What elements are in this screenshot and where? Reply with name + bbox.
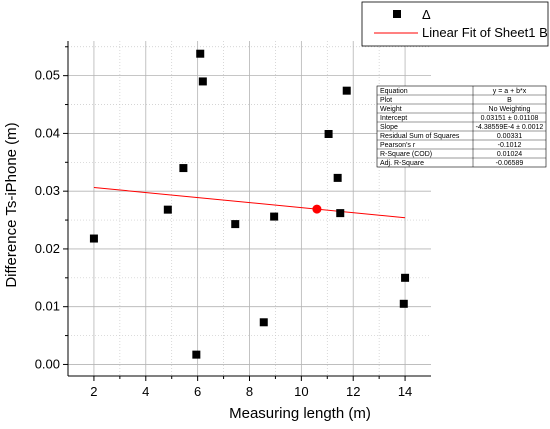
x-tick-label: 14 — [398, 384, 412, 399]
stats-label: Adj. R-Square — [380, 160, 424, 167]
stats-value: 0.03151 ± 0.01108 — [481, 115, 539, 122]
data-point — [192, 350, 201, 359]
y-tick-label: 0.04 — [35, 125, 60, 140]
y-tick-label: 0.01 — [35, 299, 60, 314]
axes: 2 4 6 8 10 12 14 0.00 0.01 0.02 0.03 0.04 0.05 — [35, 41, 431, 399]
grid-lines — [68, 41, 431, 376]
stats-label: Pearson's r — [380, 142, 416, 149]
stats-label: Weight — [380, 106, 402, 113]
x-tick-label: 2 — [90, 384, 97, 399]
y-tick-label: 0.02 — [35, 241, 60, 256]
y-tick-label: 0.03 — [35, 183, 60, 198]
data-point — [163, 205, 172, 214]
data-point — [399, 299, 408, 308]
data-point — [342, 86, 351, 95]
legend: Δ Linear Fit of Sheet1 B — [361, 1, 549, 47]
y-tick-label: 0.05 — [35, 68, 60, 83]
data-point — [259, 318, 268, 327]
stats-value: B — [507, 97, 512, 104]
stats-value: 0.00331 — [497, 133, 522, 140]
data-point — [333, 173, 342, 182]
data-point — [196, 49, 205, 58]
data-point — [231, 220, 240, 229]
stats-value: y = a + b*x — [493, 88, 527, 95]
x-tick-label: 4 — [142, 384, 149, 399]
chart-marks — [89, 49, 410, 359]
data-point — [401, 273, 410, 282]
data-point — [179, 164, 188, 173]
stats-value: -0.1012 — [498, 142, 522, 149]
legend-label-delta: Δ — [422, 7, 431, 22]
highlight-point — [312, 204, 322, 214]
stats-value: -4.38559E-4 ± 0.0012 — [476, 124, 544, 131]
stats-table-border — [376, 85, 547, 168]
data-point — [324, 129, 333, 138]
legend-square-marker — [393, 10, 401, 18]
stats-label: R-Square (COD) — [380, 151, 432, 158]
x-tick-label: 8 — [246, 384, 253, 399]
stats-label: Slope — [380, 124, 398, 131]
x-tick-label: 10 — [294, 384, 308, 399]
stats-value: No Weighting — [489, 106, 531, 113]
data-point — [89, 234, 98, 243]
stats-value: -0.06589 — [496, 160, 524, 167]
stats-label: Residual Sum of Squares — [380, 133, 460, 140]
data-point — [270, 212, 279, 221]
fit-statistics-table: Equation y = a + b*x Plot B Weight No Weighti… — [376, 85, 547, 168]
stats-label: Plot — [380, 97, 392, 104]
legend-label-linear-fit: Linear Fit of Sheet1 B — [422, 25, 548, 40]
y-tick-label: 0.00 — [35, 356, 60, 371]
y-axis-title: Difference Ts-iPhone (m) — [3, 122, 20, 287]
stats-label: Equation — [380, 88, 408, 95]
legend-box — [361, 1, 549, 47]
x-tick-label: 6 — [194, 384, 201, 399]
data-point — [198, 77, 207, 86]
x-tick-label: 12 — [346, 384, 360, 399]
stats-value: 0.01024 — [497, 151, 522, 158]
stats-label: Intercept — [380, 115, 407, 122]
x-axis-title: Measuring length (m) — [229, 405, 371, 422]
data-point — [336, 209, 345, 218]
linear-fit-line — [93, 186, 406, 219]
